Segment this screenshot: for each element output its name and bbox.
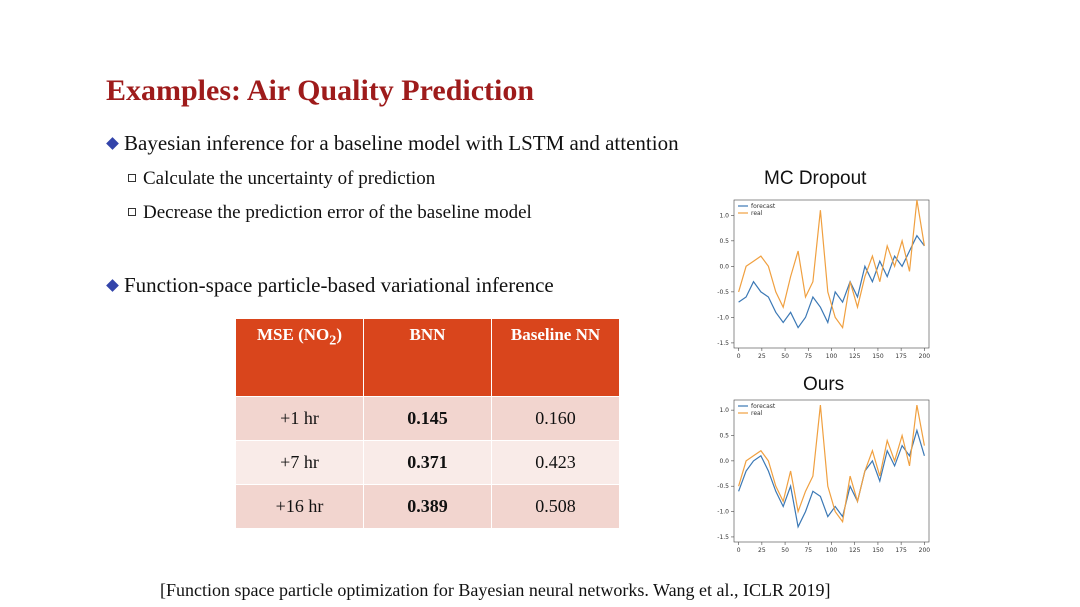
plot-area (733, 199, 930, 349)
y-tick-label: -1.5 (717, 534, 729, 541)
row: +16 hr 0.389 0.508 (235, 484, 620, 529)
x-tick-label: 100 (826, 547, 838, 554)
citation: [Function space particle optimization fo… (160, 580, 831, 600)
y-tick-label: 0.0 (719, 458, 729, 465)
legend-label: forecast (751, 403, 776, 410)
slide-title: Examples: Air Quality Prediction (106, 74, 535, 107)
y-tick-label: 1.0 (719, 212, 729, 219)
y-tick-label: -0.5 (717, 483, 729, 490)
cell: 0.423 (491, 440, 620, 485)
x-tick-label: 50 (781, 353, 789, 360)
legend-label: forecast (751, 203, 776, 210)
sub-bullet: Calculate the uncertainty of prediction (128, 168, 435, 190)
x-tick-label: 175 (895, 547, 907, 554)
header-text: ) (336, 325, 342, 344)
x-tick-label: 75 (804, 353, 812, 360)
header-text: MSE (NO (257, 325, 330, 344)
x-tick-label: 200 (919, 353, 931, 360)
bullet: Function-space particle-based variationa… (106, 273, 554, 298)
x-tick-label: 75 (804, 547, 812, 554)
cell: 0.160 (491, 396, 620, 441)
chart-title: Ours (803, 374, 845, 395)
x-tick-label: 200 (919, 547, 931, 554)
header-cell: Baseline NN (491, 318, 620, 397)
chart: -1.5 -1.0 -0.5 0.0 0.5 1.0 0 25 50 75 100 125 150 175… (717, 199, 931, 360)
bullet-text: Bayesian inference for a baseline model … (124, 131, 679, 155)
legend-label: real (751, 210, 763, 217)
x-tick-label: 50 (781, 547, 789, 554)
bullet-text: Function-space particle-based variationa… (124, 273, 554, 297)
series-line (738, 234, 925, 329)
header-cell: MSE (NO2) (235, 318, 364, 397)
bullet: Bayesian inference for a baseline model … (106, 131, 679, 156)
y-tick-label: 0.5 (719, 433, 729, 440)
results-table: MSE (NO2) BNN Baseline NN +1 hr 0.145 0.16… (235, 318, 620, 529)
subscript: 2 (329, 332, 337, 349)
x-tick-label: 125 (849, 353, 861, 360)
sub-bullet-text: Decrease the prediction error of the bas… (143, 202, 532, 223)
y-tick-label: -1.0 (717, 509, 729, 516)
cell: +1 hr (235, 396, 364, 441)
x-tick-label: 25 (758, 353, 766, 360)
cell: +16 hr (235, 484, 364, 529)
x-tick-label: 125 (849, 547, 861, 554)
header-cell: BNN (363, 318, 492, 397)
chart-title: MC Dropout (764, 168, 867, 189)
cell: 0.145 (363, 396, 492, 441)
x-tick-label: 100 (826, 353, 838, 360)
x-tick-label: 0 (737, 547, 741, 554)
cell: 0.508 (491, 484, 620, 529)
series-line (738, 199, 925, 330)
sub-bullet: Decrease the prediction error of the bas… (128, 202, 532, 224)
header-row: MSE (NO2) BNN Baseline NN (235, 318, 620, 397)
x-tick-label: 175 (895, 353, 907, 360)
sub-bullet-text: Calculate the uncertainty of prediction (143, 168, 436, 189)
row: +1 hr 0.145 0.160 (235, 396, 620, 441)
cell: 0.389 (363, 484, 492, 529)
x-tick-label: 25 (758, 547, 766, 554)
series-line (738, 404, 925, 524)
y-tick-label: -1.5 (717, 340, 729, 347)
legend-label: real (751, 410, 763, 417)
x-tick-label: 0 (737, 353, 741, 360)
y-tick-label: 0.5 (719, 238, 729, 245)
series-line (738, 428, 925, 529)
y-tick-label: 1.0 (719, 407, 729, 414)
chart: -1.5 -1.0 -0.5 0.0 0.5 1.0 0 25 50 75 100 125 150 175… (717, 399, 931, 554)
y-tick-label: -0.5 (717, 289, 729, 296)
plot-area (733, 399, 930, 543)
y-tick-label: 0.0 (719, 263, 729, 270)
cell: 0.371 (363, 440, 492, 485)
row: +7 hr 0.371 0.423 (235, 440, 620, 485)
x-tick-label: 150 (872, 353, 884, 360)
y-tick-label: -1.0 (717, 314, 729, 321)
cell: +7 hr (235, 440, 364, 485)
x-tick-label: 150 (872, 547, 884, 554)
